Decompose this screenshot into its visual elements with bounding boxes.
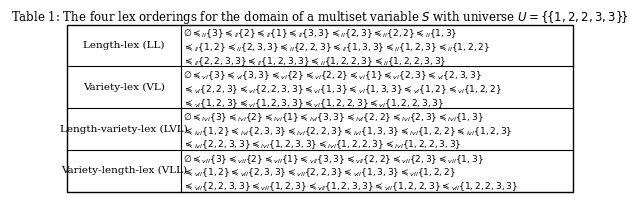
Text: $\preceq_{ll} \{2,2,3,3\} \preceq_{ll} \{1,2,3,3\} \preceq_{ll} \{1,2,2,3\} \pre: $\preceq_{ll} \{2,2,3,3\} \preceq_{ll} \… [184, 55, 447, 68]
Text: Length-lex (LL): Length-lex (LL) [83, 41, 165, 50]
Text: $\preceq_{ll} \{1,2\} \preceq_{ll} \{2,3,3\} \preceq_{ll} \{2,2,3\} \preceq_{ll}: $\preceq_{ll} \{1,2\} \preceq_{ll} \{2,3… [184, 41, 490, 54]
Text: $\emptyset \preceq_{vll} \{3\} \preceq_{vll} \{2\} \preceq_{vll} \{1\} \preceq_{: $\emptyset \preceq_{vll} \{3\} \preceq_{… [184, 153, 484, 165]
Text: $\emptyset \preceq_{ll} \{3\} \preceq_{ll} \{2\} \preceq_{ll} \{1\} \preceq_{ll}: $\emptyset \preceq_{ll} \{3\} \preceq_{l… [184, 28, 458, 40]
Text: $\preceq_{vll} \{1,2\} \preceq_{vll} \{2,3,3\} \preceq_{vll} \{2,2,3\} \preceq_{: $\preceq_{vll} \{1,2\} \preceq_{vll} \{2… [184, 166, 456, 179]
Text: Variety-lex (VL): Variety-lex (VL) [83, 83, 165, 92]
Text: $\emptyset \preceq_{vl} \{3\} \preceq_{vl} \{3,3\} \preceq_{vl} \{2\} \preceq_{v: $\emptyset \preceq_{vl} \{3\} \preceq_{v… [184, 69, 482, 82]
Text: $\preceq_{vl} \{2,2,3\} \preceq_{vl} \{2,2,3,3\} \preceq_{vl} \{1,3\} \preceq_{v: $\preceq_{vl} \{2,2,3\} \preceq_{vl} \{2… [184, 83, 502, 96]
FancyBboxPatch shape [67, 25, 573, 192]
Text: $\preceq_{lvl} \{2,2,3,3\} \preceq_{lvl} \{1,2,3,3\} \preceq_{lvl} \{1,2,2,3\} \: $\preceq_{lvl} \{2,2,3,3\} \preceq_{lvl}… [184, 138, 462, 151]
Text: $\preceq_{vl} \{1,2,3\} \preceq_{vl} \{1,2,3,3\} \preceq_{vl} \{1,2,2,3\} \prece: $\preceq_{vl} \{1,2,3\} \preceq_{vl} \{1… [184, 97, 445, 110]
Text: Table 1: The four lex orderings for the domain of a multiset variable $S$ with u: Table 1: The four lex orderings for the … [11, 9, 629, 26]
Text: Length-variety-lex (LVL): Length-variety-lex (LVL) [60, 125, 188, 134]
Text: $\emptyset \preceq_{lvl} \{3\} \preceq_{lvl} \{2\} \preceq_{lvl} \{1\} \preceq_{: $\emptyset \preceq_{lvl} \{3\} \preceq_{… [184, 111, 484, 124]
Text: $\preceq_{vll} \{2,2,3,3\} \preceq_{vll} \{1,2,3\} \preceq_{vll} \{1,2,3,3\} \pr: $\preceq_{vll} \{2,2,3,3\} \preceq_{vll}… [184, 180, 518, 193]
Text: Variety-length-lex (VLL): Variety-length-lex (VLL) [61, 166, 187, 175]
Text: $\preceq_{lvl} \{1,2\} \preceq_{lvl} \{2,3,3\} \preceq_{lvl} \{2,2,3\} \preceq_{: $\preceq_{lvl} \{1,2\} \preceq_{lvl} \{2… [184, 125, 513, 138]
